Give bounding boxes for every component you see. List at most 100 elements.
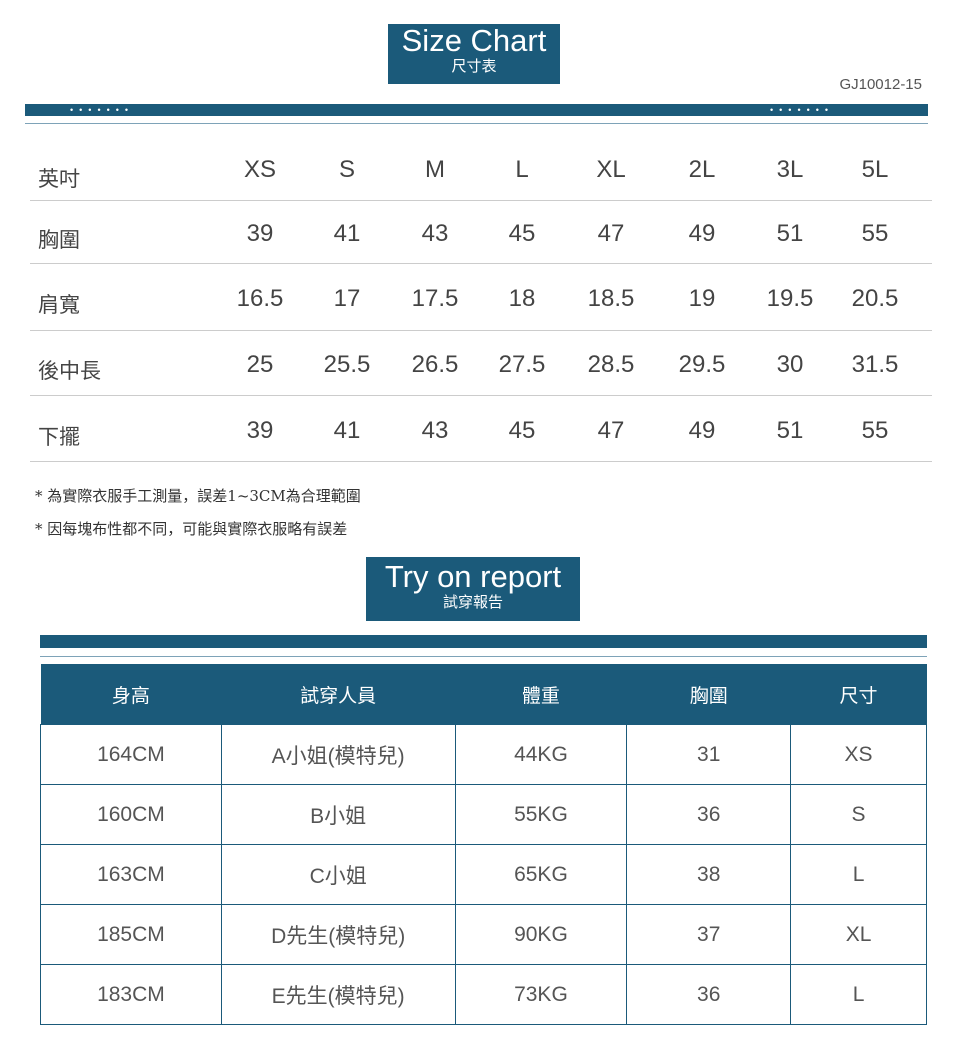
table-row: 163CM C小姐 65KG 38 L (40, 844, 927, 905)
size-value: 19 (688, 285, 716, 312)
size-value: 28.5 (587, 351, 635, 378)
size-value: 27.5 (498, 351, 546, 378)
table-cell: 44KG (454, 724, 628, 785)
dots-left: ••••••• (70, 105, 135, 115)
table-cell: XS (790, 724, 927, 785)
row-divider (30, 461, 932, 462)
size-value: 31.5 (851, 351, 899, 378)
try-on-title-en: Try on report (384, 559, 562, 594)
size-value: 47 (597, 220, 625, 247)
size-value: 45 (508, 417, 536, 444)
size-chart-title-zh: 尺寸表 (451, 58, 497, 75)
try-on-bar (40, 635, 927, 648)
table-cell: L (790, 844, 927, 905)
size-value: 26.5 (411, 351, 459, 378)
note: * 因每塊布性都不同，可能與實際衣服略有誤差 (35, 520, 348, 538)
table-cell: A小姐(模特兒) (220, 724, 456, 785)
table-cell: 55KG (454, 784, 628, 845)
table-cell: 36 (626, 964, 792, 1025)
size-header: XS (243, 156, 276, 183)
size-value: 55 (861, 220, 889, 247)
table-cell: S (790, 784, 927, 845)
size-value: 45 (508, 220, 536, 247)
table-cell: 163CM (40, 844, 222, 905)
size-value: 39 (246, 220, 274, 247)
size-value: 51 (776, 220, 804, 247)
table-cell: XL (790, 904, 927, 965)
row-divider (30, 263, 932, 264)
row-label: 下擺 (38, 426, 80, 449)
column-header: 胸圍 (626, 664, 791, 725)
size-header: S (338, 156, 355, 183)
size-value: 41 (333, 220, 361, 247)
table-cell: 38 (626, 844, 792, 905)
size-header: L (515, 156, 529, 183)
table-row: 183CM E先生(模特兒) 73KG 36 L (40, 964, 927, 1025)
table-cell: L (790, 964, 927, 1025)
divider (40, 656, 927, 657)
table-row: 164CM A小姐(模特兒) 44KG 31 XS (40, 724, 927, 785)
size-value: 17 (333, 285, 361, 312)
size-header: 2L (688, 156, 716, 183)
try-on-title: Try on report 試穿報告 (366, 557, 588, 627)
size-value: 19.5 (766, 285, 814, 312)
table-cell: E先生(模特兒) (220, 964, 456, 1025)
try-on-table: 身高 試穿人員 體重 胸圍 尺寸 164CM A小姐(模特兒) 44KG 31 XS 160CM B… (40, 664, 927, 1025)
size-value: 49 (688, 220, 716, 247)
size-value: 47 (597, 417, 625, 444)
size-header: M (425, 156, 445, 183)
table-cell: 37 (626, 904, 792, 965)
size-header: XL (596, 156, 626, 183)
size-value: 17.5 (411, 285, 459, 312)
row-label: 肩寬 (38, 294, 80, 317)
unit-label: 英吋 (38, 168, 80, 191)
column-header: 體重 (455, 664, 627, 725)
size-value: 43 (421, 220, 449, 247)
size-value: 25.5 (323, 351, 371, 378)
size-value: 18.5 (587, 285, 635, 312)
column-header: 身高 (40, 664, 222, 725)
product-code: GJ10012-15 (839, 76, 922, 93)
size-value: 49 (688, 417, 716, 444)
try-on-title-zh: 試穿報告 (442, 594, 503, 611)
size-value: 29.5 (678, 351, 726, 378)
table-cell: 183CM (40, 964, 222, 1025)
size-chart-title: Size Chart 尺寸表 (388, 23, 568, 90)
table-cell: 164CM (40, 724, 222, 785)
size-header: 5L (861, 156, 889, 183)
size-value: 55 (861, 417, 889, 444)
size-value: 30 (776, 351, 804, 378)
row-divider (30, 330, 932, 331)
table-cell: D先生(模特兒) (220, 904, 456, 965)
table-cell: B小姐 (220, 784, 456, 845)
table-row: 160CM B小姐 55KG 36 S (40, 784, 927, 845)
table-cell: 185CM (40, 904, 222, 965)
size-value: 18 (508, 285, 536, 312)
table-row: 185CM D先生(模特兒) 90KG 37 XL (40, 904, 927, 965)
table-cell: 31 (626, 724, 792, 785)
table-cell: 73KG (454, 964, 628, 1025)
size-value: 20.5 (851, 285, 899, 312)
size-value: 43 (421, 417, 449, 444)
divider (25, 123, 928, 124)
size-value: 16.5 (236, 285, 284, 312)
dots-right: ••••••• (770, 105, 835, 115)
size-header: 3L (776, 156, 804, 183)
size-value: 25 (246, 351, 274, 378)
size-chart-title-en: Size Chart (401, 23, 547, 58)
row-divider (30, 200, 932, 201)
table-cell: 65KG (454, 844, 628, 905)
size-value: 51 (776, 417, 804, 444)
row-label: 後中長 (38, 360, 101, 383)
row-divider (30, 395, 932, 396)
row-label: 胸圍 (38, 229, 80, 252)
size-value: 41 (333, 417, 361, 444)
table-cell: C小姐 (220, 844, 456, 905)
table-cell: 36 (626, 784, 792, 845)
column-header: 尺寸 (790, 664, 927, 725)
table-cell: 160CM (40, 784, 222, 845)
table-cell: 90KG (454, 904, 628, 965)
note: * 為實際衣服手工測量，誤差1~3CM為合理範圍 (35, 487, 361, 505)
column-header: 試穿人員 (221, 664, 456, 725)
